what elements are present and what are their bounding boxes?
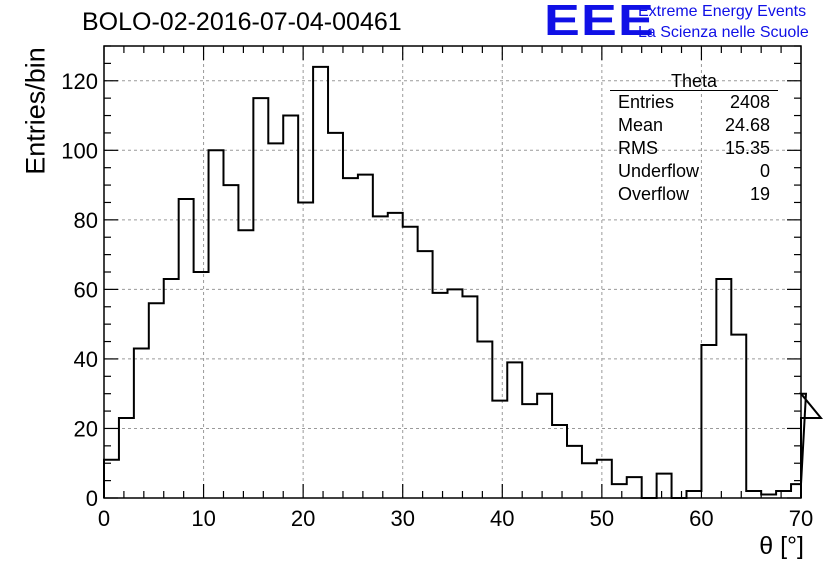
stats-value: 15.35 xyxy=(724,138,770,158)
stats-value: 2408 xyxy=(729,92,770,112)
x-tick-label: 30 xyxy=(390,506,414,531)
y-tick-label: 100 xyxy=(61,138,98,163)
x-tick-label: 70 xyxy=(789,506,813,531)
y-tick-label: 0 xyxy=(86,486,98,511)
tick-labels: 0 10 20 30 40 50 60 70 0 20 40 60 80 100 120 xyxy=(61,69,813,531)
histogram-line xyxy=(103,65,824,499)
x-axis-label: θ [°] xyxy=(759,532,804,560)
y-tick-label: 80 xyxy=(74,208,98,233)
stats-row-rms: RMS 15.35 xyxy=(610,137,778,160)
stats-row-mean: Mean 24.68 xyxy=(610,114,778,137)
stats-value: 24.68 xyxy=(724,115,770,135)
y-axis-label: Entries/bin xyxy=(20,47,51,175)
x-tick-label: 0 xyxy=(98,506,110,531)
chart-title: BOLO-02-2016-07-04-00461 xyxy=(82,8,402,36)
x-tick-label: 50 xyxy=(590,506,614,531)
stats-value: 19 xyxy=(749,184,770,204)
x-tick-label: 10 xyxy=(191,506,215,531)
y-tick-label: 120 xyxy=(61,69,98,94)
logo-line-2: La Scienza nelle Scuole xyxy=(638,24,809,41)
y-tick-label: 40 xyxy=(74,347,98,372)
x-tick-label: 40 xyxy=(490,506,514,531)
stats-label: Entries xyxy=(618,92,675,112)
y-tick-label: 20 xyxy=(74,416,98,441)
stats-value: 0 xyxy=(759,161,770,181)
eee-logo: EEE xyxy=(544,0,656,45)
stats-label: RMS xyxy=(618,138,658,158)
stats-row-entries: Entries 2408 xyxy=(610,91,778,114)
x-tick-label: 20 xyxy=(291,506,315,531)
logo-line-1: Extreme Energy Events xyxy=(638,3,807,20)
stats-label: Overflow xyxy=(618,184,690,204)
stats-box: Theta Entries 2408 Mean 24.68 RMS 15.35 … xyxy=(610,70,778,206)
axis-ticks xyxy=(103,45,802,499)
y-tick-label: 60 xyxy=(74,277,98,302)
x-tick-label: 60 xyxy=(689,506,713,531)
stats-row-overflow: Overflow 19 xyxy=(610,183,778,206)
stats-label: Mean xyxy=(618,115,664,135)
stats-label: Underflow xyxy=(618,161,700,181)
stats-row-underflow: Underflow 0 xyxy=(610,160,778,183)
stats-title: Theta xyxy=(610,70,778,91)
